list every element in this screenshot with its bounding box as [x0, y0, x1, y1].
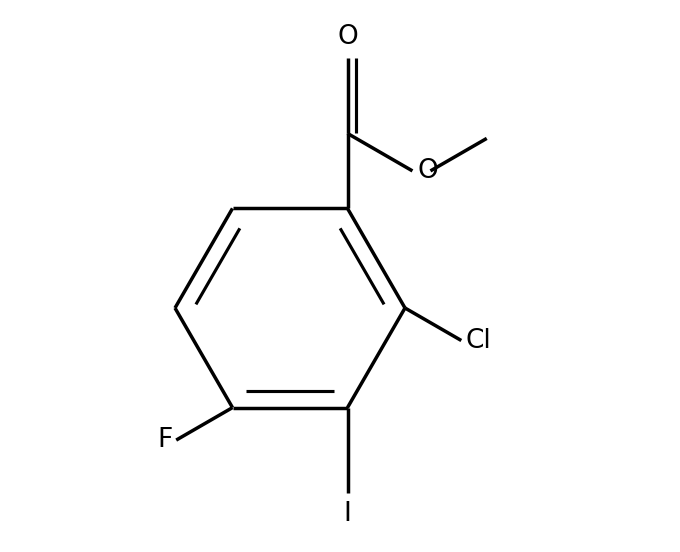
Text: Cl: Cl — [465, 327, 491, 353]
Text: O: O — [337, 24, 358, 50]
Text: F: F — [157, 427, 172, 453]
Text: O: O — [418, 158, 438, 184]
Text: I: I — [343, 501, 352, 527]
